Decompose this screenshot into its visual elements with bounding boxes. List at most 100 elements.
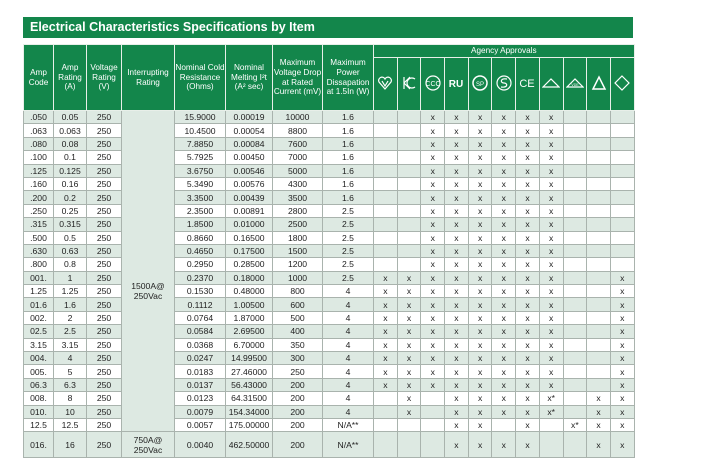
agency-approval-cell — [396, 230, 422, 245]
agency-approval-cell: x — [444, 417, 469, 433]
agency-approval-cell: x — [491, 364, 517, 379]
agency-approval-cell: x — [515, 377, 540, 393]
power-dissipation-cell: 2.5 — [322, 243, 374, 259]
power-dissipation-cell: 4 — [322, 364, 374, 379]
amp-code-cell: 02.5 — [23, 324, 54, 339]
table-row: .500 0.5 250 0.8660 0.16500 1800 2.5 x x x x x x — [23, 230, 635, 245]
agency-approval-cell: x — [609, 310, 635, 326]
ce-mark-icon-glyph: CE — [520, 78, 535, 90]
agency-approval-cell: x — [396, 364, 422, 379]
agency-approval-cell: x — [515, 431, 540, 459]
agency-approval-cell: x — [373, 310, 398, 326]
power-dissipation-cell: 4 — [322, 404, 374, 419]
voltage-rating-cell: 250 — [86, 417, 122, 433]
agency-approval-cell: x — [420, 176, 446, 192]
agency-approval-cell: x — [467, 230, 493, 245]
voltage-rating-cell: 250 — [86, 297, 122, 312]
voltage-rating-cell: 250 — [86, 217, 122, 232]
agency-approval-cell: x — [491, 230, 517, 245]
agency-approval-cell: x — [420, 109, 446, 125]
agency-approval-cell: x — [373, 364, 398, 379]
header-power-dissipation: Maximum Power Dissapation at 1.5In (W) — [322, 44, 374, 111]
agency-approval-cell — [562, 217, 588, 232]
table-row: .080 0.08 250 7.8850 0.00084 7600 1.6 x x x x x x — [23, 136, 635, 152]
agency-approval-cell — [373, 431, 398, 459]
agency-approval-cell: x — [515, 270, 540, 286]
amp-rating-cell: 0.25 — [53, 203, 87, 219]
table-row: 004. 4 250 0.0247 14.99500 300 4 x x x x x x x x x — [23, 351, 635, 366]
agency-approval-cell: x — [491, 136, 517, 152]
agency-approval-cell — [420, 417, 446, 433]
agency-approval-cell: x — [491, 324, 517, 339]
agency-approval-cell — [373, 404, 398, 419]
agency-approval-cell: x — [420, 217, 446, 232]
cold-resistance-cell: 10.4500 — [174, 123, 226, 138]
power-dissipation-cell: 1.6 — [322, 163, 374, 178]
agency-approval-cell: x — [538, 109, 564, 125]
amp-code-cell: 3.15 — [23, 337, 54, 353]
agency-approval-cell: x — [444, 351, 469, 366]
agency-approval-cell — [396, 431, 422, 459]
agency-approval-cell: x — [515, 163, 540, 178]
amp-code-cell: .080 — [23, 136, 54, 152]
agency-approval-cell: x — [515, 230, 540, 245]
agency-approval-cell: x — [467, 163, 493, 178]
amp-code-cell: 016. — [23, 431, 54, 459]
agency-approval-cell: x — [467, 109, 493, 125]
agency-approval-cell: x — [538, 310, 564, 326]
voltage-rating-cell: 250 — [86, 150, 122, 165]
agency-approval-cell — [396, 136, 422, 152]
amp-rating-cell: 10 — [53, 404, 87, 419]
agency-approval-cell: x — [396, 351, 422, 366]
agency-approval-cell — [420, 391, 446, 406]
agency-approval-cell: x — [538, 123, 564, 138]
amp-rating-cell: 0.2 — [53, 190, 87, 205]
agency-approval-cell: x — [396, 324, 422, 339]
table-row: 01.6 1.6 250 0.1112 1.00500 600 4 x x x x x x x x x — [23, 297, 635, 312]
agency-approval-cell — [609, 109, 635, 125]
amp-rating-cell: 0.05 — [53, 109, 87, 125]
voltage-drop-cell: 800 — [272, 284, 323, 299]
table-row: 12.5 12.5 250 0.0057 175.00000 200 N/A** x x x x* x… — [23, 417, 635, 433]
agency-approval-cell: x — [515, 417, 540, 433]
agency-approval-cell: x — [609, 364, 635, 379]
table-row: 010. 10 250 0.0079 154.34000 200 4 x x x x x x* x x — [23, 404, 635, 419]
amp-code-cell: .630 — [23, 243, 54, 259]
agency-approval-cell — [586, 337, 611, 353]
vde-triangle-icon: VDE — [562, 57, 588, 111]
agency-approval-cell — [562, 270, 588, 286]
amp-code-cell: .200 — [23, 190, 54, 205]
agency-approval-cell: x — [586, 391, 611, 406]
agency-approval-cell — [562, 284, 588, 299]
agency-approval-cell: x — [515, 257, 540, 272]
kc-mark-icon — [396, 57, 422, 111]
agency-approval-cell — [586, 109, 611, 125]
agency-approval-cell: x — [420, 310, 446, 326]
power-dissipation-cell: 4 — [322, 377, 374, 393]
table-row: 1.25 1.25 250 0.1530 0.48000 800 4 x x x x x x x x x — [23, 284, 635, 299]
agency-approval-cell: x — [586, 404, 611, 419]
agency-approval-cell: x — [467, 203, 493, 219]
agency-approval-cell: x — [444, 297, 469, 312]
cold-resistance-cell: 0.8660 — [174, 230, 226, 245]
voltage-drop-cell: 200 — [272, 391, 323, 406]
agency-approval-cell — [586, 377, 611, 393]
amp-rating-cell: 3.15 — [53, 337, 87, 353]
agency-approval-cell: x — [444, 391, 469, 406]
cold-resistance-cell: 1.8500 — [174, 217, 226, 232]
amp-rating-cell: 1.6 — [53, 297, 87, 312]
svg-text:RU: RU — [449, 79, 463, 90]
agency-approval-cell: x — [515, 203, 540, 219]
agency-approval-cell — [373, 257, 398, 272]
cold-resistance-cell: 0.1530 — [174, 284, 226, 299]
voltage-drop-cell: 200 — [272, 417, 323, 433]
voltage-drop-cell: 600 — [272, 297, 323, 312]
agency-approval-cell: x — [491, 203, 517, 219]
agency-approval-cell: x — [420, 230, 446, 245]
amp-rating-cell: 0.315 — [53, 217, 87, 232]
voltage-rating-cell: 250 — [86, 351, 122, 366]
amp-rating-cell: 4 — [53, 351, 87, 366]
melting-i2t-cell: 27.46000 — [225, 364, 273, 379]
cold-resistance-cell: 0.0183 — [174, 364, 226, 379]
agency-approval-cell — [396, 150, 422, 165]
